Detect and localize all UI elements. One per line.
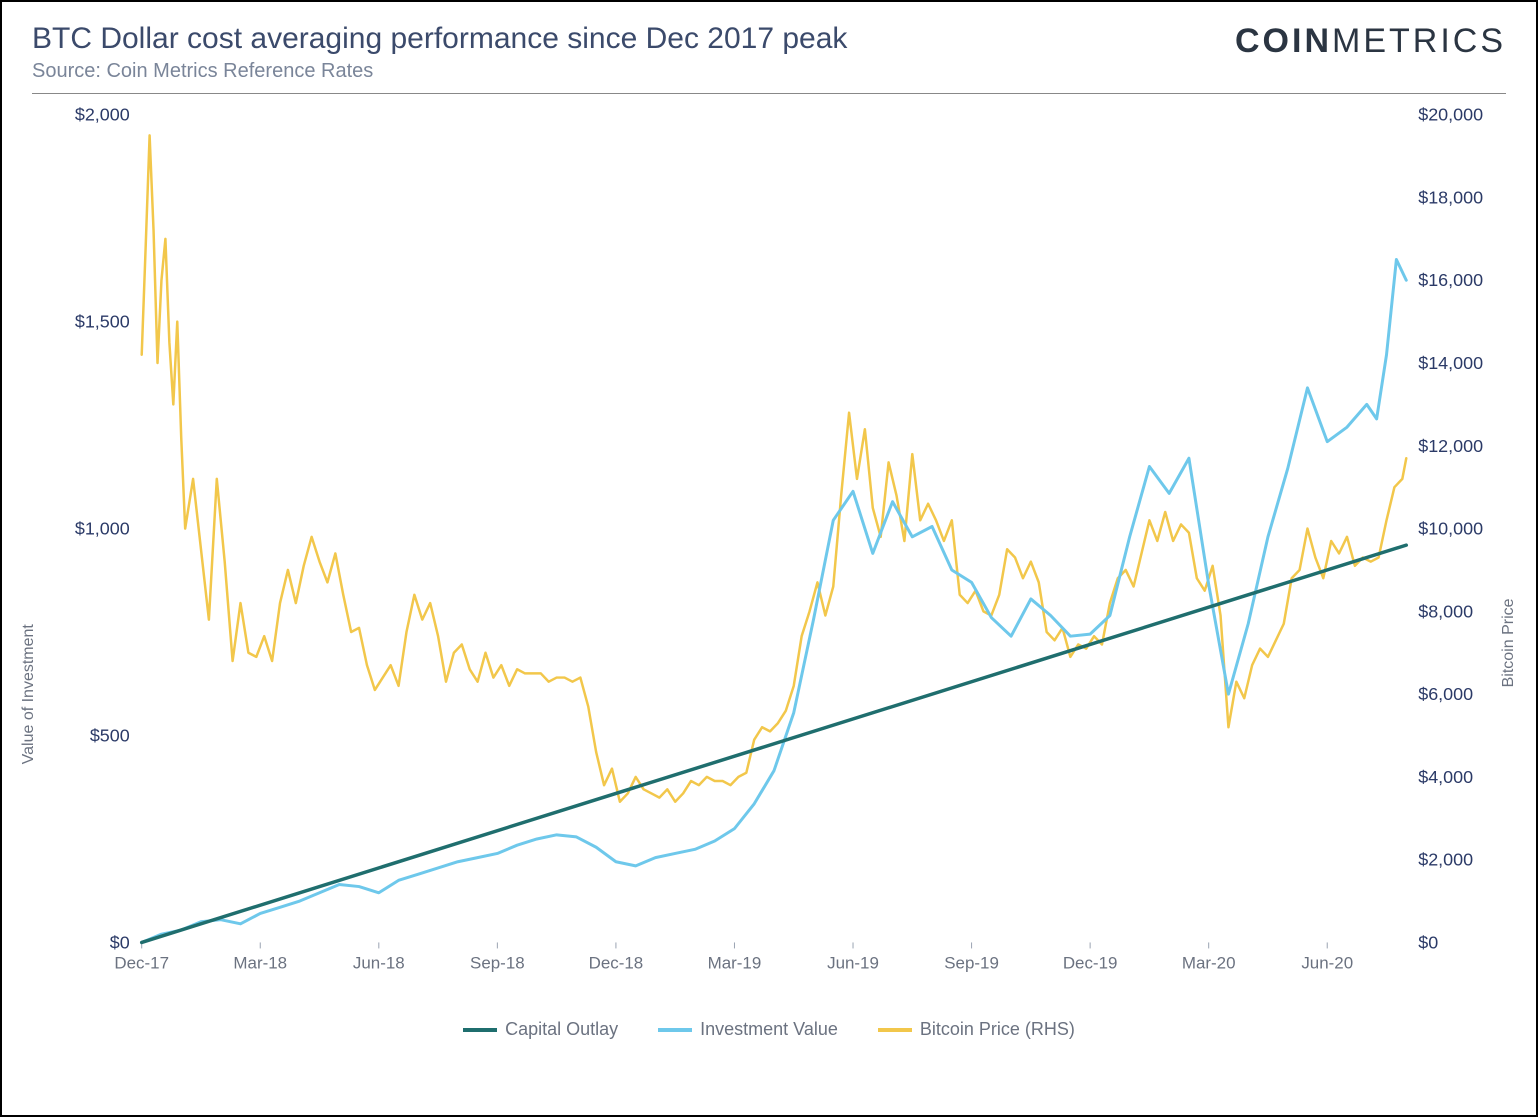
legend: Capital Outlay Investment Value Bitcoin …: [32, 1019, 1506, 1040]
legend-swatch: [463, 1028, 497, 1032]
plot-area: Value of Investment Bitcoin Price $0$500…: [32, 93, 1506, 1013]
svg-text:Mar-18: Mar-18: [233, 953, 287, 972]
svg-text:$10,000: $10,000: [1418, 519, 1483, 539]
chart-svg: $0 $500 $1,000 $1,500 $2,000 $0 $2,000 $4,000 $6…: [32, 94, 1506, 1013]
chart-header: BTC Dollar cost averaging performance si…: [32, 22, 1506, 83]
svg-text:Sep-19: Sep-19: [944, 953, 999, 972]
svg-text:$2,000: $2,000: [75, 105, 130, 125]
svg-text:$18,000: $18,000: [1418, 187, 1483, 207]
svg-text:$12,000: $12,000: [1418, 436, 1483, 456]
svg-text:$2,000: $2,000: [1418, 850, 1473, 870]
legend-item-capital-outlay: Capital Outlay: [463, 1019, 618, 1040]
svg-text:Dec-19: Dec-19: [1063, 953, 1118, 972]
svg-text:$500: $500: [90, 725, 130, 745]
svg-text:Mar-20: Mar-20: [1182, 953, 1236, 972]
chart-subtitle: Source: Coin Metrics Reference Rates: [32, 60, 847, 83]
chart-title: BTC Dollar cost averaging performance si…: [32, 22, 847, 56]
svg-text:$0: $0: [110, 932, 130, 952]
legend-label: Capital Outlay: [505, 1019, 618, 1040]
legend-swatch: [878, 1028, 912, 1032]
legend-item-bitcoin-price: Bitcoin Price (RHS): [878, 1019, 1075, 1040]
svg-text:Dec-17: Dec-17: [114, 953, 169, 972]
svg-text:$1,500: $1,500: [75, 312, 130, 332]
brand-logo-bold: COIN: [1235, 22, 1332, 60]
legend-item-investment-value: Investment Value: [658, 1019, 838, 1040]
legend-label: Bitcoin Price (RHS): [920, 1019, 1075, 1040]
svg-text:Jun-19: Jun-19: [827, 953, 879, 972]
svg-text:$14,000: $14,000: [1418, 353, 1483, 373]
svg-text:Jun-20: Jun-20: [1301, 953, 1353, 972]
svg-text:$16,000: $16,000: [1418, 270, 1483, 290]
chart-container: BTC Dollar cost averaging performance si…: [0, 0, 1538, 1117]
legend-swatch: [658, 1028, 692, 1032]
svg-text:Dec-18: Dec-18: [589, 953, 644, 972]
svg-text:$20,000: $20,000: [1418, 105, 1483, 125]
svg-text:Jun-18: Jun-18: [353, 953, 405, 972]
svg-text:$6,000: $6,000: [1418, 684, 1473, 704]
brand-logo: COINMETRICS: [1235, 22, 1506, 61]
legend-label: Investment Value: [700, 1019, 838, 1040]
svg-text:Sep-18: Sep-18: [470, 953, 525, 972]
svg-text:Mar-19: Mar-19: [708, 953, 762, 972]
title-block: BTC Dollar cost averaging performance si…: [32, 22, 847, 83]
brand-logo-light: METRICS: [1332, 22, 1506, 60]
svg-text:$4,000: $4,000: [1418, 767, 1473, 787]
svg-text:$0: $0: [1418, 932, 1438, 952]
svg-text:$1,000: $1,000: [75, 519, 130, 539]
svg-text:$8,000: $8,000: [1418, 601, 1473, 621]
